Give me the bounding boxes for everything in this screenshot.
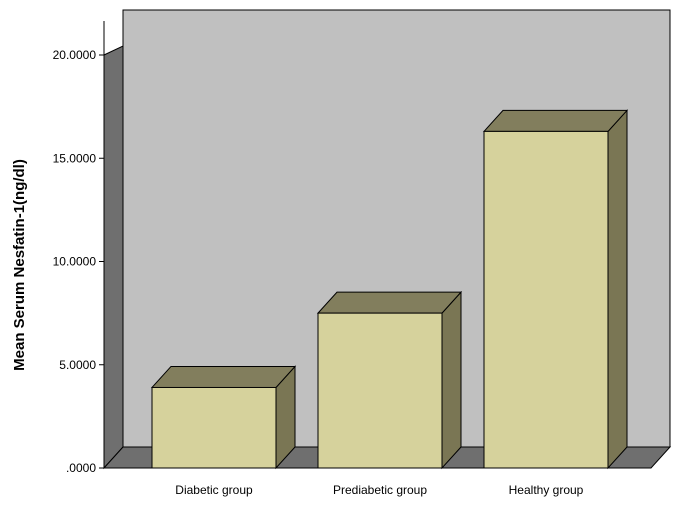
bar-front-face (483, 130, 609, 469)
bar (150, 365, 297, 470)
y-axis-title: Mean Serum Nesfatin-1(ng/dl) (11, 159, 28, 371)
y-tick-label: 20.0000 (53, 48, 97, 62)
bar-side-face (607, 109, 628, 470)
y-tick-label: 10.0000 (53, 255, 97, 269)
bar-front-face (317, 312, 443, 469)
x-axis-labels: Diabetic group Prediabetic group Healthy g… (175, 483, 583, 497)
y-axis-ticks: .0000 5.0000 10.0000 15.0000 20.0000 (53, 48, 104, 475)
y-tick-label: 5.0000 (59, 358, 96, 372)
bar-top-face (150, 365, 297, 388)
y-tick-label: .0000 (66, 461, 96, 475)
bar-front-face (151, 386, 277, 469)
bar (482, 109, 629, 470)
x-category-label: Prediabetic group (333, 483, 427, 497)
bars-group (150, 109, 629, 470)
y-tick-label: 15.0000 (53, 151, 97, 165)
chart-left-wall (103, 45, 124, 470)
x-category-label: Healthy group (509, 483, 584, 497)
bar-side-face (441, 290, 462, 470)
x-category-label: Diabetic group (175, 483, 253, 497)
bar-top-face (316, 291, 463, 314)
bar-top-face (482, 109, 629, 132)
bar (316, 290, 463, 470)
